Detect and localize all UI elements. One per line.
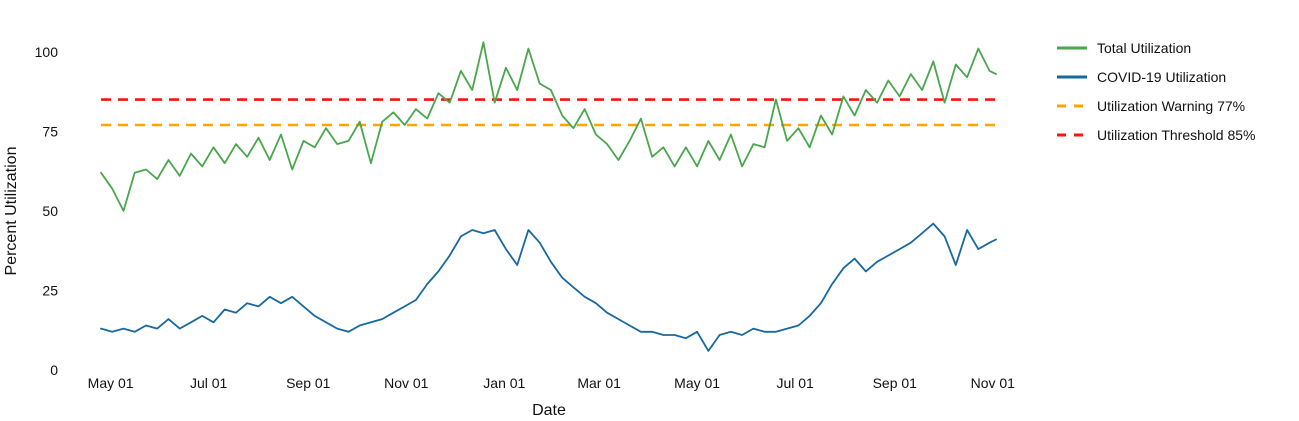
y-tick-label: 0: [50, 362, 58, 378]
tick-labels-layer: May 01 Jul 01 Sep 01 Nov 01 Jan 01 Mar 01 May …: [35, 44, 1016, 391]
x-axis-title: Date: [532, 402, 566, 419]
covid-19-utilization-line: [100, 222, 997, 352]
legend-label: Utilization Warning 77%: [1097, 98, 1246, 114]
series-layer: [100, 41, 997, 352]
x-tick-label: Sep 01: [286, 375, 331, 391]
legend-swatch-utilization-threshold-85-dashed-line-icon: [1057, 133, 1087, 137]
legend-swatch-utilization-warning-77-dashed-line-icon: [1057, 104, 1087, 108]
legend-item-covid-19-utilization: COVID-19 Utilization: [1056, 69, 1256, 85]
y-tick-label: 75: [42, 123, 58, 139]
x-tick-label: Mar 01: [577, 375, 621, 391]
legend-label: Utilization Threshold 85%: [1097, 127, 1256, 143]
legend-swatch-covid-19-utilization-line-icon: [1057, 75, 1087, 79]
total-utilization-line: [100, 41, 997, 212]
x-tick-label: Nov 01: [384, 375, 429, 391]
legend-label: Total Utilization: [1097, 40, 1192, 56]
y-tick-label: 50: [42, 203, 58, 219]
legend-label: COVID-19 Utilization: [1097, 69, 1227, 85]
x-tick-label: Jan 01: [483, 375, 525, 391]
legend-item-utilization-threshold-85: Utilization Threshold 85%: [1056, 127, 1256, 143]
legend-item-utilization-warning-77: Utilization Warning 77%: [1056, 98, 1256, 114]
y-tick-label: 25: [42, 282, 58, 298]
reference-lines-layer: [101, 98, 996, 127]
legend-swatch-total-utilization-line-icon: [1057, 46, 1087, 50]
legend: Total Utilization COVID-19 Utilization Uti…: [1056, 40, 1256, 143]
y-axis-title: Percent Utilization: [3, 147, 20, 276]
x-tick-label: Sep 01: [873, 375, 918, 391]
x-tick-label: May 01: [88, 375, 134, 391]
y-tick-label: 100: [35, 44, 59, 60]
legend-item-total-utilization: Total Utilization: [1056, 40, 1256, 56]
x-tick-label: Jul 01: [190, 375, 228, 391]
x-tick-label: Jul 01: [776, 375, 814, 391]
x-tick-label: Nov 01: [971, 375, 1016, 391]
x-tick-label: May 01: [674, 375, 720, 391]
